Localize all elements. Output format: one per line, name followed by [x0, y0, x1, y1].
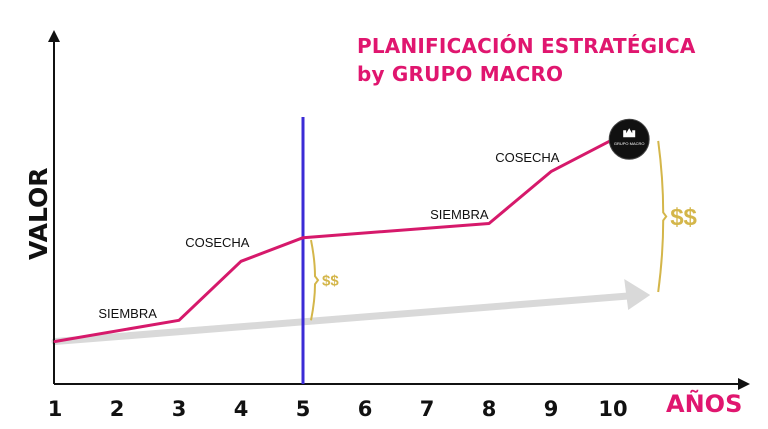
- x-tick-label: 2: [110, 397, 125, 421]
- x-axis-label: AÑOS: [666, 390, 743, 418]
- value-line: [53, 134, 621, 343]
- grupo-macro-logo: [608, 118, 650, 160]
- castle-icon: [623, 128, 636, 138]
- gap-money-label: $$: [670, 204, 697, 231]
- x-tick-label: 5: [296, 397, 311, 421]
- trend-arrowhead: [624, 278, 651, 310]
- gap-brace: [657, 140, 668, 293]
- x-tick-label: 6: [358, 397, 373, 421]
- trend-line: [51, 292, 632, 346]
- x-tick-label: 3: [172, 397, 187, 421]
- x-tick-label: 7: [420, 397, 435, 421]
- logo-text: GRUPO MACRO: [614, 141, 645, 146]
- phase-label: COSECHA: [185, 235, 250, 250]
- chart-title-line-2: by GRUPO MACRO: [357, 62, 564, 86]
- phase-label: SIEMBRA: [98, 306, 157, 321]
- gap-money-label: $$: [322, 272, 339, 289]
- x-tick-label: 10: [598, 397, 627, 421]
- x-axis-arrowhead: [738, 378, 750, 390]
- gap-brace: [310, 239, 320, 321]
- y-axis-arrowhead: [48, 30, 60, 42]
- x-tick-label: 4: [234, 397, 249, 421]
- chart-title-line-1: PLANIFICACIÓN ESTRATÉGICA: [357, 34, 696, 58]
- phase-label: SIEMBRA: [430, 207, 489, 222]
- x-tick-label: 8: [482, 397, 497, 421]
- phase-label: COSECHA: [495, 150, 560, 165]
- x-tick-label: 9: [544, 397, 559, 421]
- y-axis-label: VALOR: [24, 167, 53, 260]
- x-tick-label: 1: [48, 397, 63, 421]
